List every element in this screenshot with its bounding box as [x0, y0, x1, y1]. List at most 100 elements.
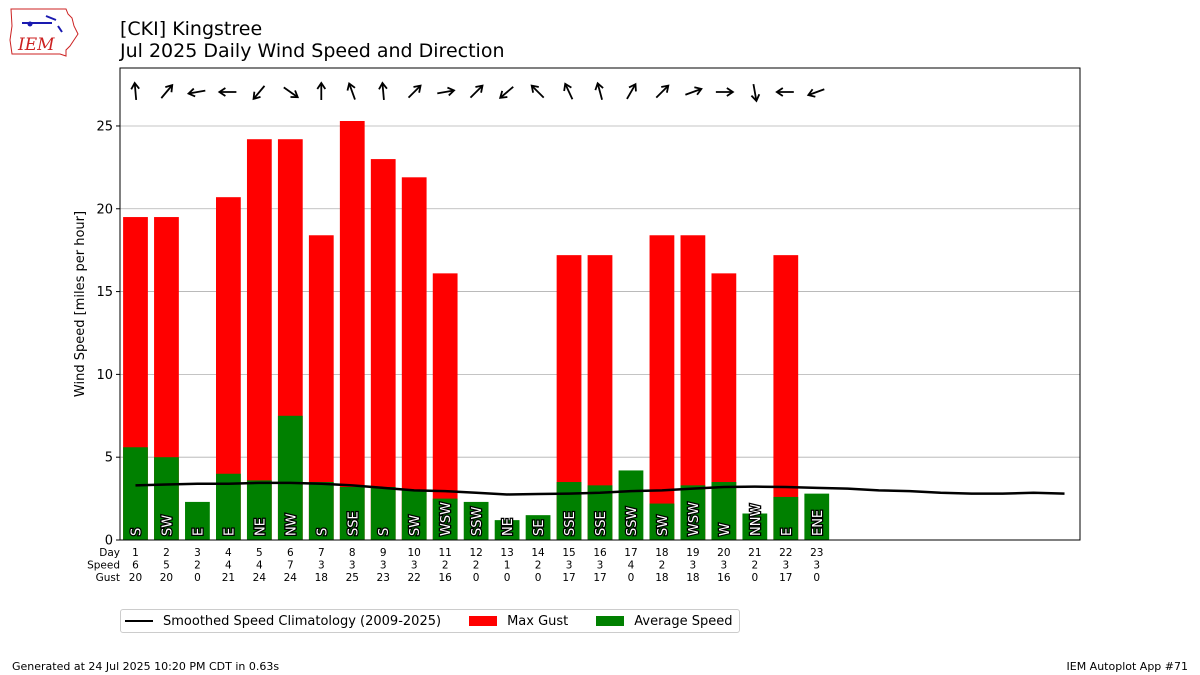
average-bar — [587, 485, 613, 540]
y-tick-label: 5 — [105, 451, 113, 466]
day-tick-label: 21 — [748, 547, 761, 559]
direction-label: NE — [501, 518, 516, 536]
average-bar — [680, 485, 706, 540]
arrow-head — [750, 93, 761, 103]
gust-tick-label: 16 — [717, 572, 731, 584]
arrow-head — [661, 84, 670, 93]
direction-label: WSW — [439, 502, 454, 536]
speed-tick-label: 2 — [194, 560, 201, 572]
direction-label: W — [718, 523, 733, 536]
day-tick-label: 12 — [469, 547, 482, 559]
gust-bar — [773, 255, 799, 540]
gust-bar — [339, 120, 365, 540]
average-bar — [370, 487, 396, 540]
average-bar — [618, 470, 644, 540]
day-tick-label: 14 — [531, 547, 545, 559]
arrow-shaft — [160, 85, 173, 99]
arrow-shaft — [655, 85, 669, 99]
direction-label: NE — [253, 518, 268, 536]
y-tick-label: 20 — [96, 202, 113, 217]
direction-arrow — [594, 81, 604, 100]
average-bar — [432, 498, 458, 540]
direction-arrow — [160, 83, 174, 99]
gust-tick-label: 22 — [408, 572, 421, 584]
gust-bar — [401, 177, 427, 540]
climatology-line — [135, 481, 1065, 496]
direction-label: WSW — [687, 502, 702, 536]
speed-tick-label: 3 — [597, 560, 604, 572]
direction-arrow — [685, 86, 703, 96]
speed-tick-label: 1 — [504, 560, 511, 572]
y-tick-label: 25 — [96, 119, 113, 134]
speed-tick-label: 3 — [411, 560, 418, 572]
speed-tick-label: 7 — [287, 560, 294, 572]
direction-arrow — [563, 82, 574, 100]
chart-subtitle: Jul 2025 Daily Wind Speed and Direction — [120, 40, 505, 62]
gust-tick-label: 0 — [194, 572, 201, 584]
average-bar — [742, 513, 768, 540]
row-label: Gust — [96, 572, 120, 584]
gust-tick-label: 18 — [655, 572, 668, 584]
gust-tick-label: 18 — [315, 572, 328, 584]
arrow-shaft — [752, 83, 758, 101]
speed-tick-label: 5 — [163, 560, 170, 572]
arrow-head — [775, 87, 784, 97]
legend-label-average: Average Speed — [634, 613, 733, 629]
arrow-shaft — [685, 88, 701, 96]
y-axis-label: Wind Speed [miles per hour] — [73, 211, 88, 397]
direction-label: SE — [532, 520, 547, 536]
speed-tick-label: 3 — [566, 560, 573, 572]
direction-label: S — [129, 528, 144, 536]
direction-arrow — [283, 86, 300, 99]
direction-label: SW — [408, 515, 423, 536]
average-bar — [339, 487, 365, 540]
direction-arrow — [407, 84, 422, 99]
arrow-head — [346, 82, 356, 91]
arrow-head — [316, 81, 327, 90]
arrow-shaft — [189, 89, 206, 95]
arrow-head — [563, 82, 572, 92]
average-bar — [525, 515, 551, 540]
direction-arrow — [715, 87, 735, 97]
gust-tick-label: 17 — [562, 572, 575, 584]
arrow-shaft — [531, 85, 545, 99]
legend-swatch-climatology — [125, 620, 153, 622]
speed-tick-label: 6 — [132, 560, 139, 572]
speed-tick-label: 3 — [349, 560, 356, 572]
direction-arrow — [530, 84, 545, 99]
legend-swatch-average — [596, 616, 625, 626]
speed-tick-label: 3 — [721, 560, 728, 572]
average-bar — [711, 482, 737, 540]
arrow-head — [628, 82, 637, 92]
arrow-head — [694, 86, 703, 96]
arrow-head — [186, 87, 196, 98]
gust-tick-label: 17 — [779, 572, 792, 584]
average-bar — [185, 501, 210, 540]
speed-tick-label: 2 — [442, 560, 449, 572]
legend-item-average: Average Speed — [596, 613, 733, 629]
gust-tick-label: 17 — [593, 572, 606, 584]
direction-arrows — [130, 81, 825, 103]
speed-tick-label: 2 — [751, 560, 758, 572]
gust-tick-label: 0 — [751, 572, 758, 584]
direction-arrow — [498, 86, 514, 99]
arrow-head — [475, 84, 484, 93]
day-tick-label: 3 — [194, 547, 201, 559]
gust-bar — [246, 139, 272, 540]
arrow-shaft — [808, 88, 825, 96]
arrow-shaft — [437, 89, 454, 95]
legend-label-climatology: Smoothed Speed Climatology (2009-2025) — [163, 613, 442, 629]
app-label: IEM Autoplot App #71 — [1066, 660, 1189, 673]
arrow-shaft — [626, 84, 636, 100]
gust-bar — [432, 273, 458, 540]
direction-label: S — [377, 528, 392, 536]
day-tick-label: 11 — [438, 547, 451, 559]
speed-tick-label: 3 — [782, 560, 789, 572]
arrow-head — [594, 81, 604, 91]
gust-bar — [370, 159, 396, 541]
direction-label: SSE — [594, 511, 609, 536]
day-tick-label: 6 — [287, 547, 294, 559]
day-tick-label: 16 — [593, 547, 607, 559]
row-label: Speed — [87, 560, 120, 572]
day-tick-label: 20 — [717, 547, 730, 559]
